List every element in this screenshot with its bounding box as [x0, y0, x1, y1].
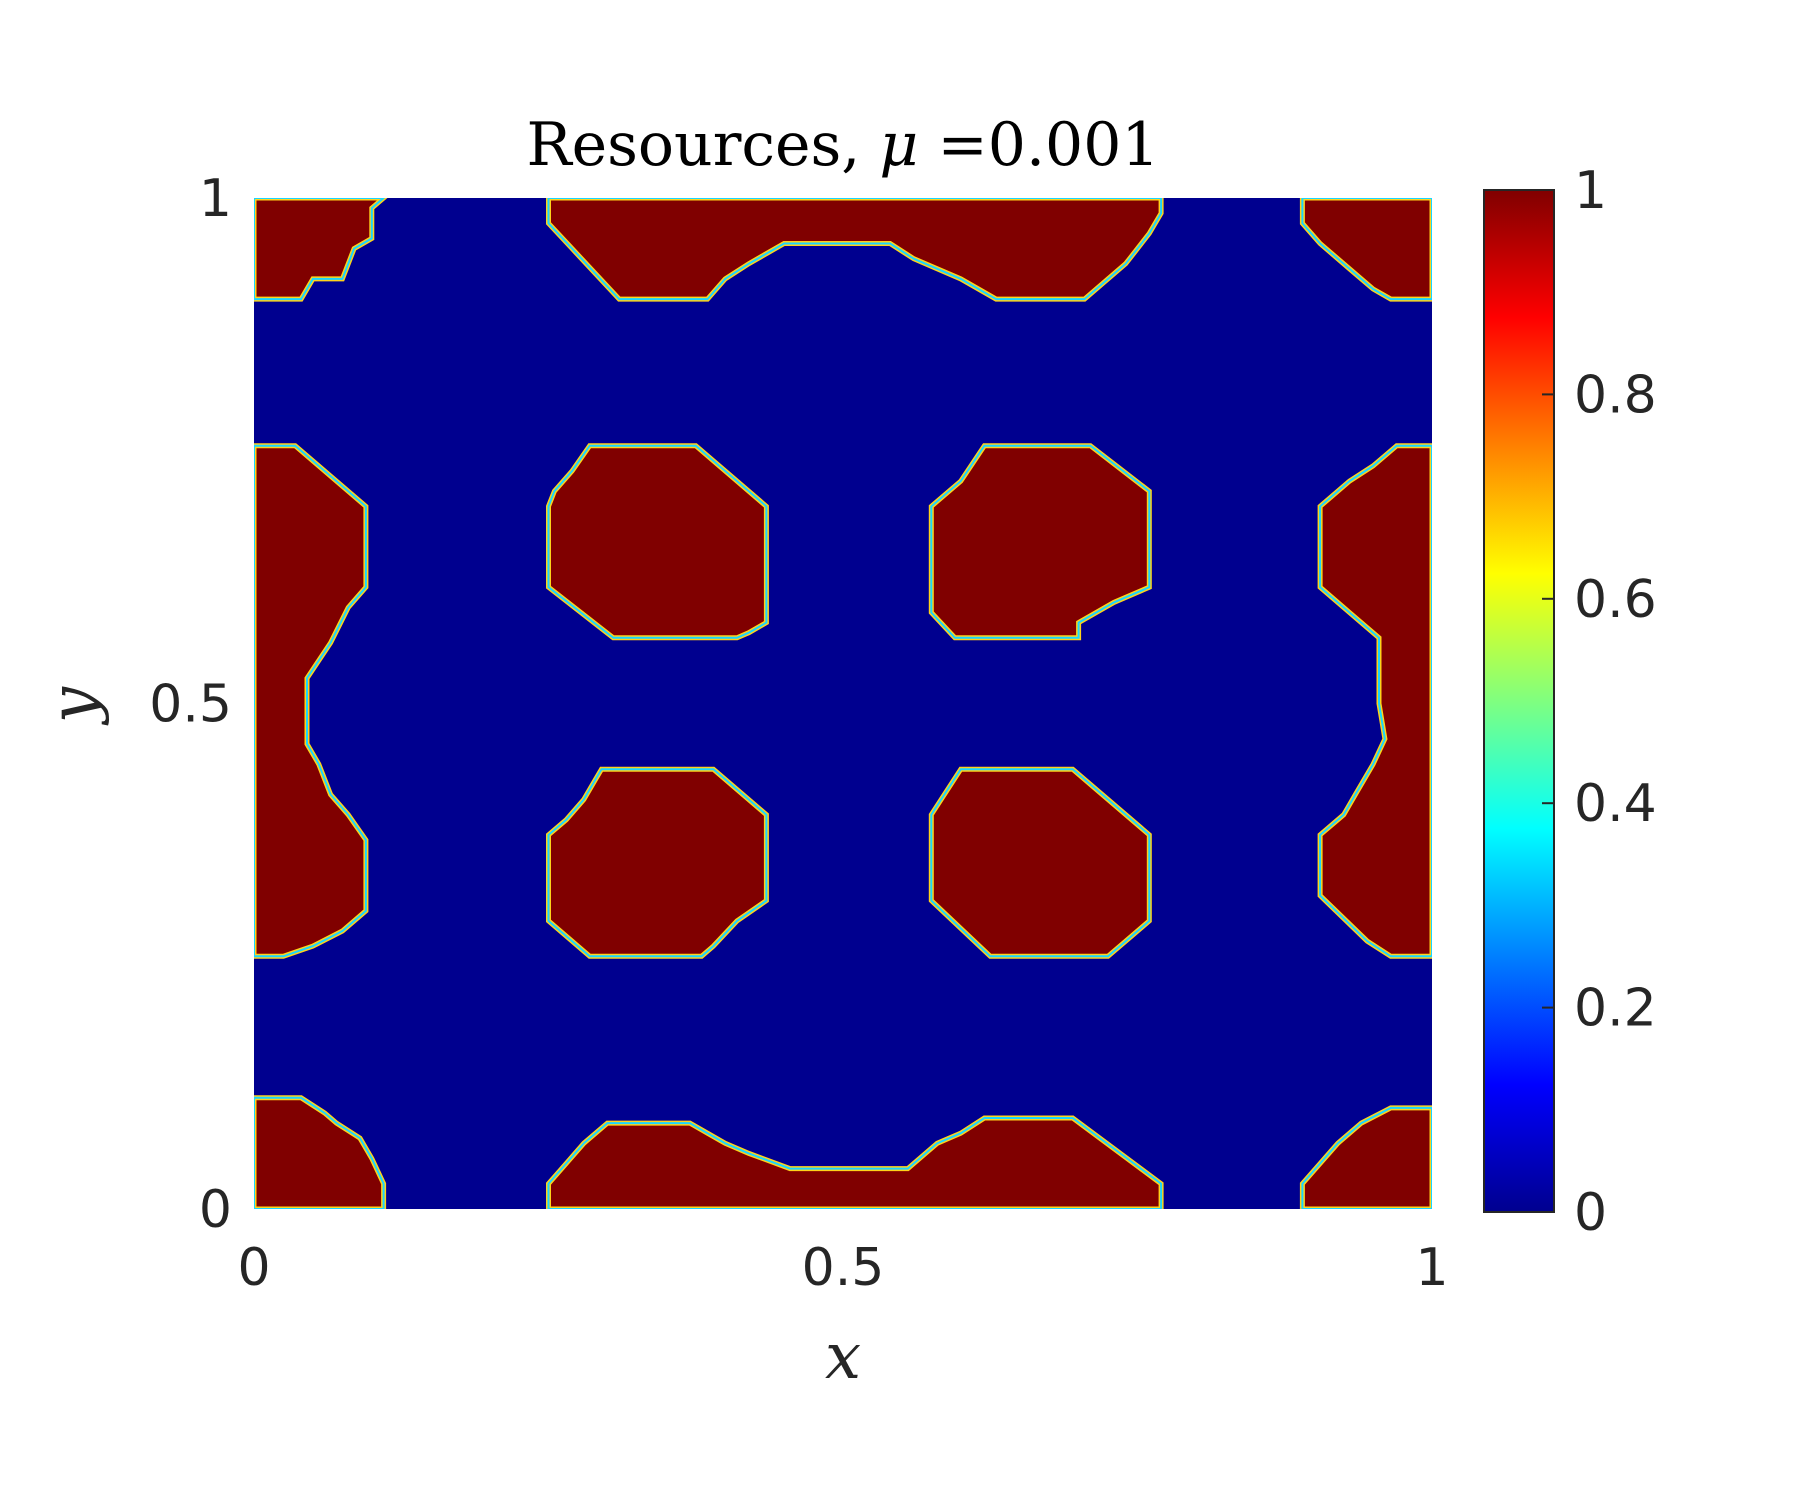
colorbar-gradient [1483, 189, 1555, 1213]
heatmap-patch-edge-top-center [547, 198, 1163, 301]
heatmap-patch-edge-center-lower-right [930, 768, 1151, 958]
colorbar-tick-label: 0.8 [1574, 365, 1657, 425]
chart-title: Resources, μ =0.001 [526, 110, 1159, 180]
heatmap-patch-edge-right-bottom [1301, 1106, 1432, 1209]
colorbar-ticks: 0 0.2 0.4 0.6 0.8 1 [1542, 161, 1657, 1243]
heatmap-patch-edge-right-top [1301, 198, 1432, 301]
heatmap-patch-edge-left-top [254, 198, 386, 301]
heatmap-patches [254, 198, 1432, 1209]
colorbar-tick-label: 0.6 [1574, 570, 1657, 630]
y-tick-label: 1 [199, 169, 232, 229]
y-axis-label: y [37, 686, 111, 726]
y-tick-label: 0 [199, 1180, 232, 1240]
title-symbol: μ [879, 110, 918, 180]
colorbar-tick-label: 1 [1574, 161, 1607, 221]
colorbar-tick-label: 0 [1574, 1183, 1607, 1243]
colorbar-tick-label: 0.2 [1574, 979, 1657, 1039]
heatmap-patch-edge-bottom-center [547, 1117, 1163, 1209]
heatmap-background [254, 198, 1432, 1209]
x-tick-label: 0 [237, 1238, 270, 1298]
y-axis-ticks: 00.51 [149, 169, 232, 1240]
heatmap-plot-area [254, 198, 1432, 1209]
heatmap-patch-edge-center-upper-right [930, 444, 1151, 639]
x-axis-ticks: 0 0.5 1 [237, 1238, 1448, 1298]
x-tick-label: 1 [1415, 1238, 1448, 1298]
y-tick-label: 0.5 [149, 675, 232, 735]
x-axis-label: x [825, 1320, 861, 1394]
heatmap-patch-edge-center-upper-left [547, 444, 768, 639]
colorbar: 0 0.2 0.4 0.6 0.8 1 [1483, 161, 1657, 1243]
heatmap-patch-edge-left-bottom [254, 1096, 385, 1209]
title-prefix: Resources, [526, 110, 879, 180]
heatmap-patch-edge-right-middle [1319, 444, 1432, 958]
x-tick-label: 0.5 [802, 1238, 885, 1298]
heatmap-patch-edge-center-lower-left [547, 768, 768, 958]
colorbar-tick-label: 0.4 [1574, 774, 1657, 834]
heatmap-patch-edge-left-middle [254, 444, 367, 958]
title-suffix: =0.001 [918, 110, 1159, 180]
